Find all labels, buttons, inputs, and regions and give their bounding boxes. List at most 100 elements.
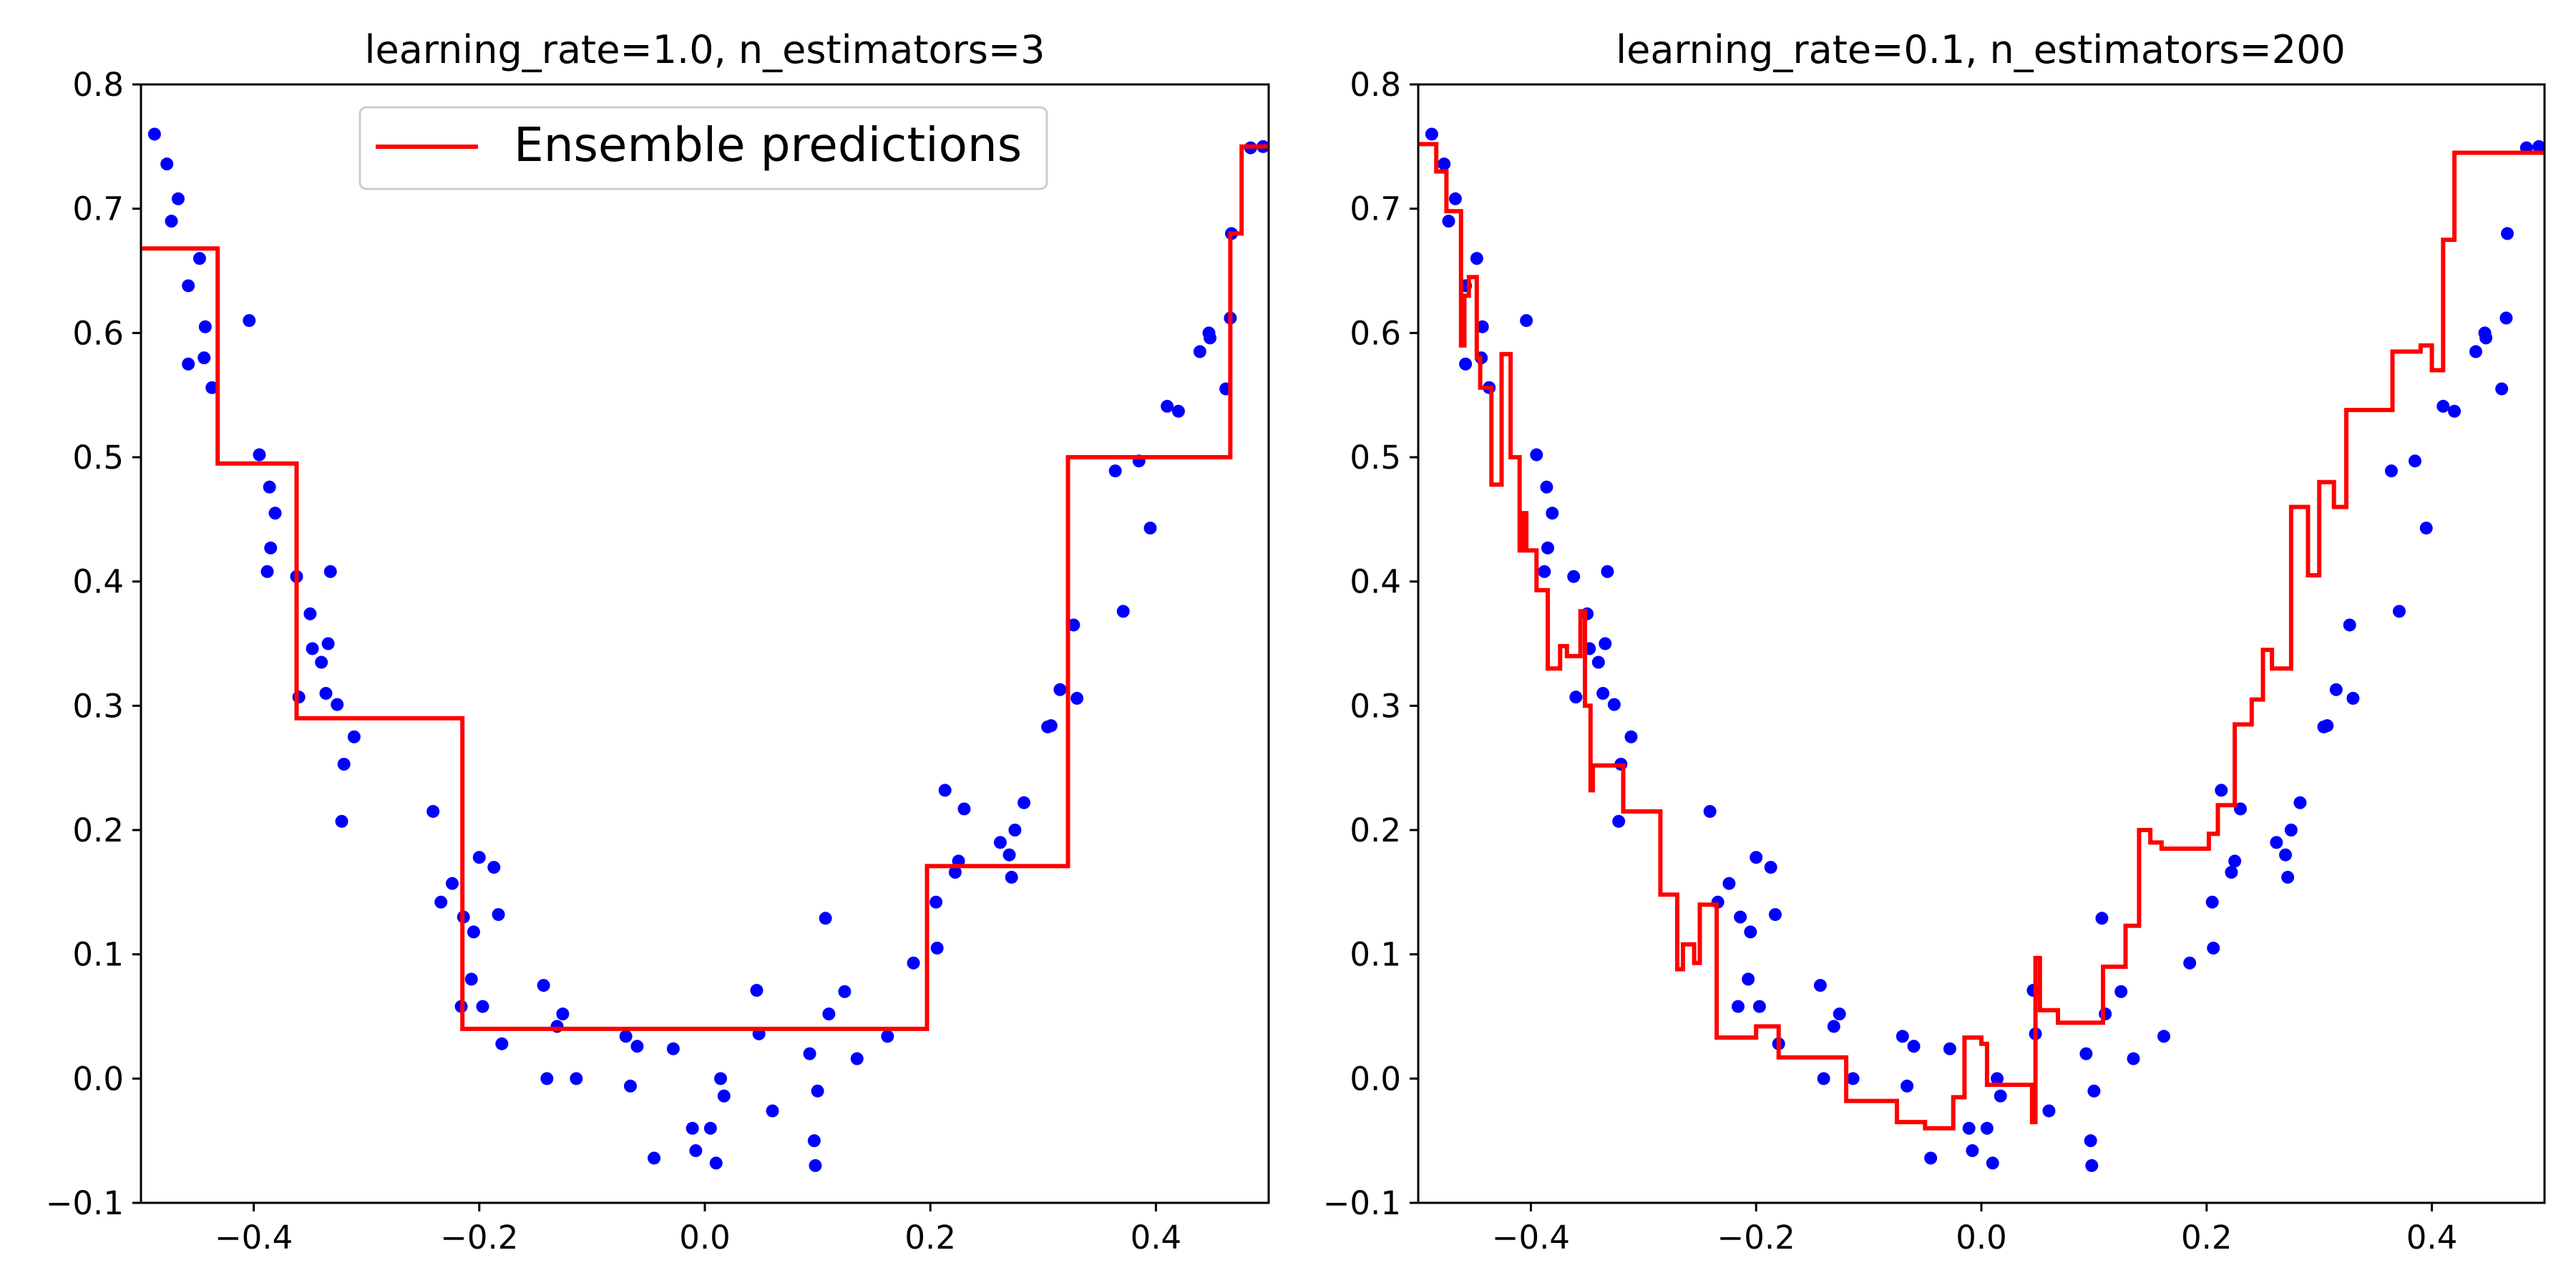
y-tick-label: 0.2 (1350, 811, 1401, 849)
scatter-point (426, 804, 440, 818)
scatter-point (2495, 382, 2509, 396)
scatter-point (1607, 698, 1621, 711)
scatter-point (1612, 814, 1626, 828)
left-plot-area (141, 127, 1269, 1172)
scatter-point (1827, 1020, 1840, 1033)
y-tick-label: 0.0 (1350, 1060, 1401, 1098)
scatter-point (2436, 399, 2450, 413)
x-tick-label: 0.2 (904, 1219, 956, 1257)
scatter-point (2501, 227, 2514, 240)
scatter-point (717, 1089, 731, 1103)
scatter-point (198, 320, 212, 333)
scatter-point (434, 895, 448, 909)
scatter-point (948, 866, 962, 879)
scatter-point (1943, 1042, 1956, 1055)
x-tick-label: −0.4 (1492, 1219, 1570, 1257)
scatter-point (2234, 802, 2248, 816)
y-tick-label: 0.7 (72, 190, 124, 228)
scatter-point (243, 313, 256, 327)
scatter-point (1193, 345, 1206, 358)
scatter-point (165, 215, 178, 228)
scatter-point (2346, 691, 2360, 705)
x-tick-label: 0.4 (1131, 1219, 1182, 1257)
scatter-point (1986, 1156, 1999, 1170)
scatter-point (1541, 541, 1555, 555)
scatter-point (1067, 618, 1080, 632)
scatter-point (1459, 357, 1473, 371)
scatter-point (2207, 941, 2220, 955)
y-tick-label: 0.3 (1350, 687, 1401, 725)
scatter-point (1817, 1072, 1830, 1085)
scatter-point (2281, 870, 2295, 884)
scatter-point (1053, 683, 1067, 696)
scatter-point (1448, 192, 1462, 205)
scatter-point (1002, 848, 1016, 862)
scatter-point (930, 941, 944, 955)
scatter-point (1425, 127, 1438, 141)
y-tick-label: 0.2 (72, 811, 124, 849)
scatter-point (1438, 157, 1451, 171)
scatter-point (1768, 908, 1782, 922)
scatter-point (445, 877, 459, 890)
scatter-point (1722, 877, 1736, 890)
scatter-point (1846, 1072, 1860, 1085)
scatter-point (2085, 1158, 2099, 1172)
scatter-point (1161, 399, 1174, 413)
scatter-point (1734, 910, 1747, 924)
scatter-point (2095, 912, 2109, 925)
scatter-point (303, 607, 317, 620)
scatter-point (1901, 1079, 1914, 1093)
scatter-point (930, 895, 943, 909)
y-tick-label: 0.5 (1350, 439, 1401, 477)
scatter-point (1833, 1008, 1846, 1021)
scatter-point (1896, 1030, 1909, 1043)
scatter-point (750, 984, 763, 997)
scatter-point (2215, 784, 2228, 797)
y-tick-label: −0.1 (1323, 1184, 1401, 1222)
scatter-point (714, 1072, 728, 1085)
scatter-point (1924, 1151, 1938, 1165)
scatter-point (2114, 985, 2128, 998)
scatter-point (464, 972, 478, 986)
scatter-point (1980, 1121, 1994, 1135)
scatter-point (1813, 979, 1827, 992)
scatter-point (253, 448, 266, 462)
x-tick-label: −0.2 (1717, 1219, 1795, 1257)
left-tick-marks: −0.4 −0.2 0.0 0.2 0.4 −0.1 0.0 0.1 0.2 0.3 0.4 0.5 0… (46, 66, 1181, 1257)
scatter-point (319, 686, 333, 700)
scatter-point (2087, 1084, 2101, 1098)
scatter-point (2532, 140, 2545, 153)
scatter-point (2343, 618, 2356, 632)
scatter-point (182, 357, 195, 371)
legend-label: Ensemble predictions (514, 117, 1022, 172)
scatter-point (315, 655, 328, 669)
scatter-point (2329, 683, 2343, 696)
scatter-point (263, 480, 276, 494)
scatter-point (623, 1079, 637, 1093)
y-tick-label: 0.6 (1350, 314, 1401, 352)
scatter-point (1204, 331, 1217, 345)
scatter-point (2127, 1052, 2140, 1065)
scatter-point (850, 1052, 864, 1065)
scatter-point (1601, 565, 1614, 578)
scatter-point (306, 642, 319, 655)
scatter-point (1703, 804, 1717, 818)
scatter-point (192, 252, 206, 265)
scatter-point (1070, 691, 1084, 705)
scatter-point (1540, 480, 1553, 494)
scatter-point (1538, 565, 1551, 578)
scatter-point (260, 565, 274, 578)
scatter-point (1962, 1121, 1976, 1135)
y-tick-label: 0.0 (72, 1060, 124, 1098)
y-tick-label: 0.8 (1350, 66, 1401, 104)
scatter-point (838, 985, 852, 998)
y-tick-label: 0.3 (72, 687, 124, 725)
right-tick-marks: −0.4 −0.2 0.0 0.2 0.4 −0.1 0.0 0.1 0.2 0.3 0.4 0.5 0… (1323, 66, 2458, 1257)
scatter-point (1764, 861, 1777, 874)
right-subplot: learning_rate=0.1, n_estimators=200 −0.4… (1323, 27, 2546, 1257)
scatter-point (1008, 824, 1022, 836)
scatter-point (666, 1042, 680, 1055)
scatter-point (819, 912, 832, 925)
y-tick-label: 0.7 (1350, 190, 1401, 228)
scatter-point (1750, 851, 1763, 864)
